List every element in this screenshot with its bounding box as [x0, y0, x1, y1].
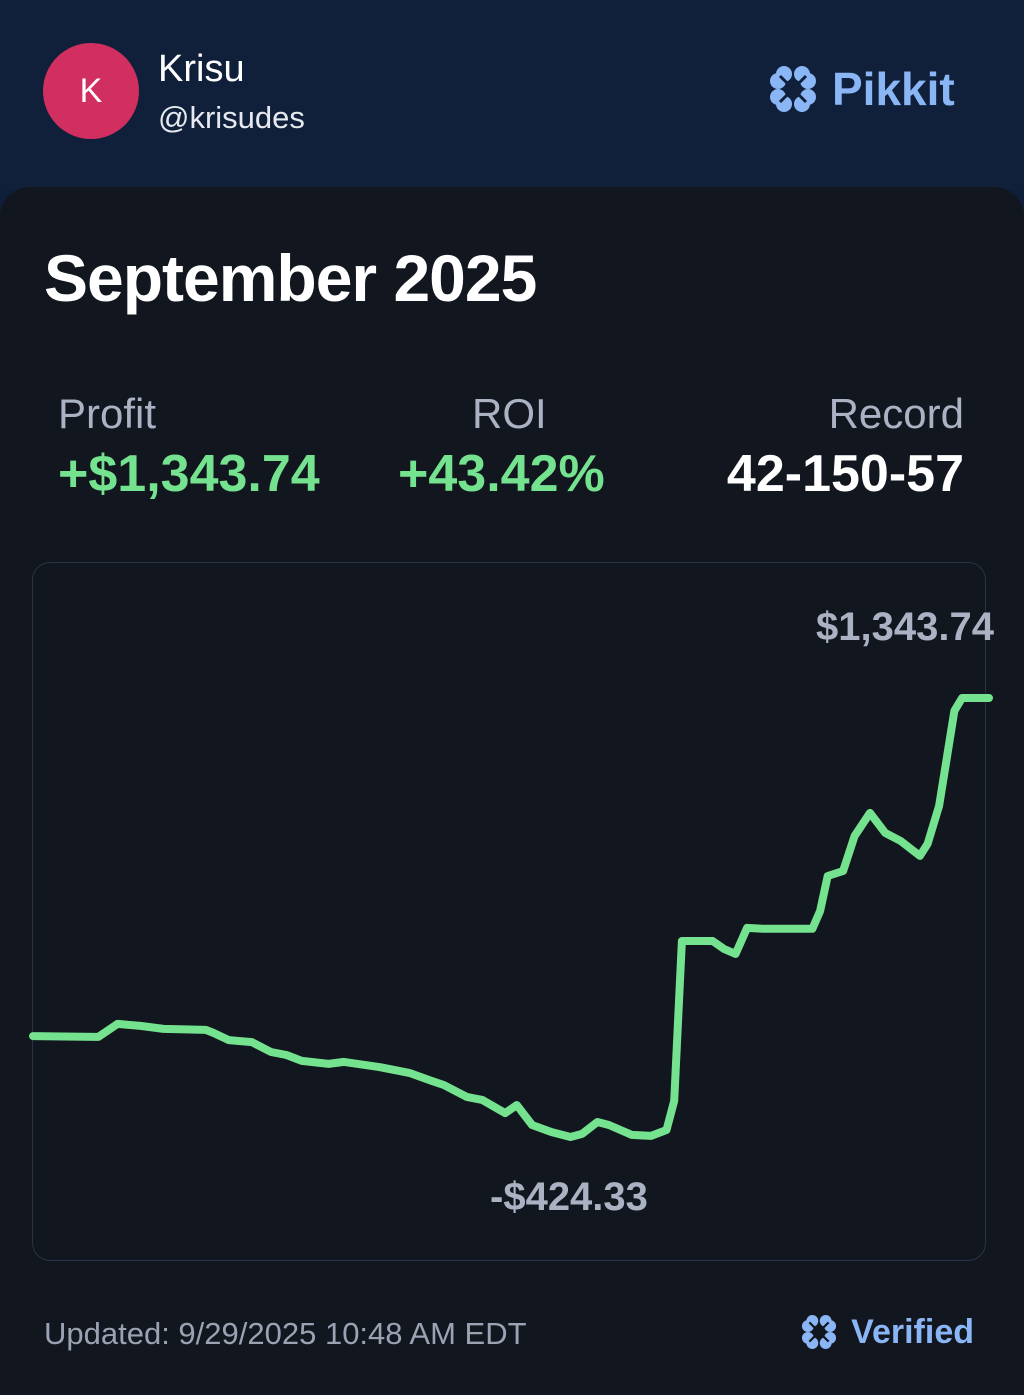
record-label: Record: [828, 390, 964, 437]
roi-value: +43.42%: [398, 445, 605, 503]
brand-name: Pikkit: [832, 63, 955, 115]
profile-header: K Krisu @krisudes Pikkit: [0, 0, 1024, 190]
avatar[interactable]: K: [43, 43, 139, 139]
profit-line-chart: [29, 694, 993, 1141]
profit-chart: [29, 562, 993, 1261]
page-title: September 2025: [44, 241, 537, 315]
verified-badge[interactable]: Verified: [799, 1312, 974, 1352]
max-value-label: $1,343.74: [816, 605, 994, 649]
user-name: Krisu: [158, 48, 245, 90]
user-handle: @krisudes: [158, 100, 305, 135]
min-value-label: -$424.33: [490, 1175, 648, 1219]
profit-value: +$1,343.74: [58, 445, 320, 503]
clover-icon: [802, 1314, 837, 1350]
record-value: 42-150-57: [726, 445, 964, 503]
roi-label: ROI: [472, 390, 547, 437]
profit-label: Profit: [58, 390, 157, 437]
clover-icon: [770, 66, 816, 112]
monthly-summary-card: [0, 187, 1024, 1395]
updated-timestamp: Updated: 9/29/2025 10:48 AM EDT: [44, 1316, 527, 1351]
profit-series-line: [29, 694, 993, 1141]
verified-label: Verified: [851, 1312, 974, 1351]
pikkit-logo: Pikkit: [766, 62, 955, 116]
